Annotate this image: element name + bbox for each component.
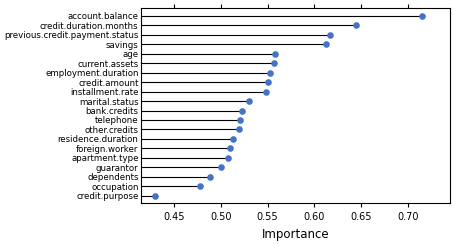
Point — [264, 80, 271, 84]
Point — [236, 127, 243, 131]
Point — [227, 147, 234, 150]
X-axis label: Importance: Importance — [262, 228, 330, 241]
Point — [239, 109, 246, 112]
Point — [262, 90, 269, 94]
Point — [418, 14, 425, 18]
Point — [323, 42, 330, 46]
Point — [271, 52, 279, 56]
Point — [245, 99, 252, 103]
Point — [152, 194, 159, 198]
Point — [217, 165, 224, 169]
Point — [271, 61, 278, 65]
Point — [206, 175, 213, 179]
Point — [225, 156, 232, 160]
Point — [237, 118, 244, 122]
Point — [229, 137, 237, 141]
Point — [266, 71, 274, 75]
Point — [353, 24, 360, 27]
Point — [326, 33, 334, 37]
Point — [197, 184, 204, 188]
